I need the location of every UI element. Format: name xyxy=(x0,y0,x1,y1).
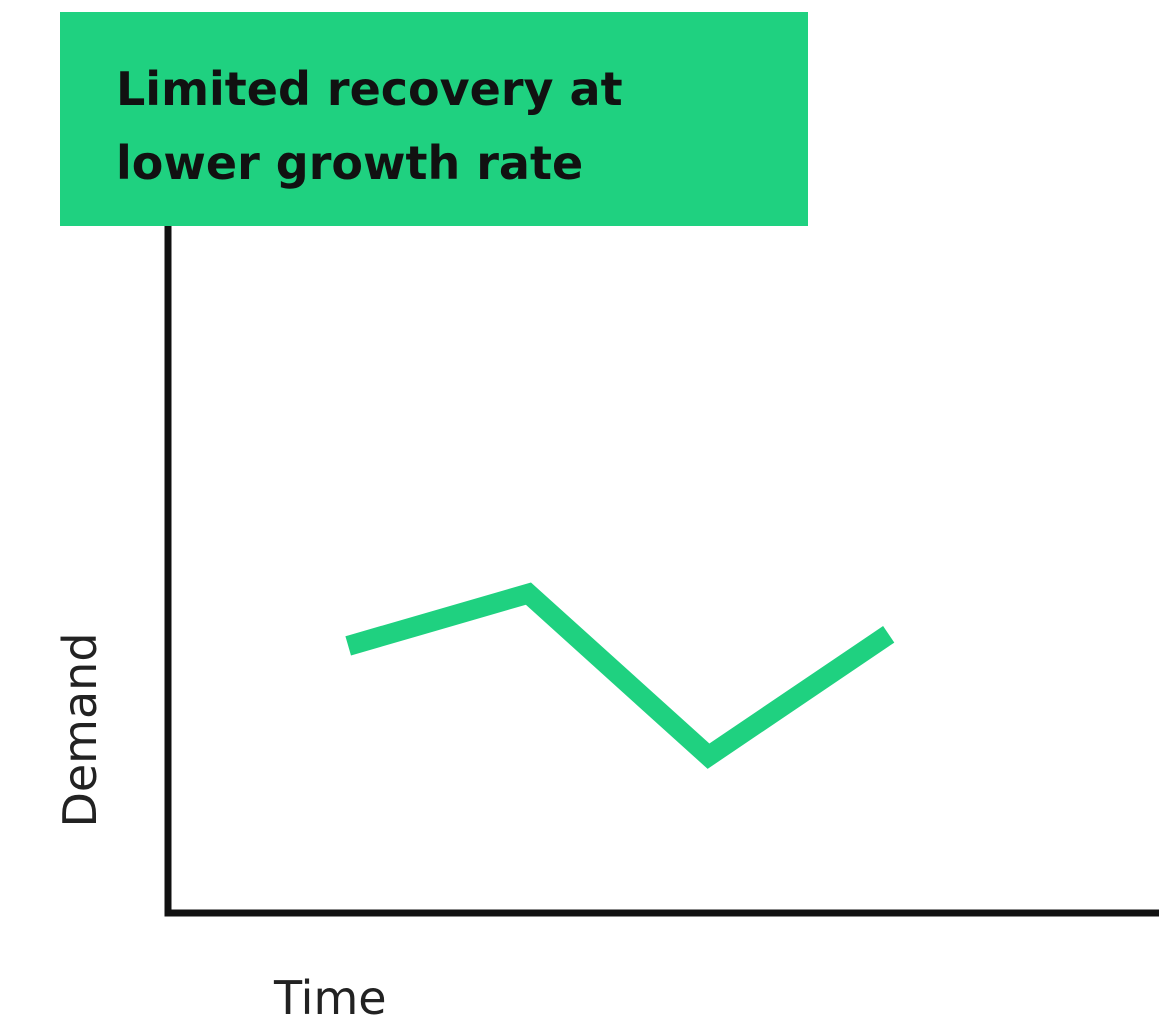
y-axis-label: Demand xyxy=(53,632,107,828)
chart-title: Limited recovery at lower growth rate xyxy=(116,62,623,190)
x-axis-label: Time xyxy=(274,971,387,1025)
title-box xyxy=(60,12,808,226)
series-line-1 xyxy=(345,582,895,769)
